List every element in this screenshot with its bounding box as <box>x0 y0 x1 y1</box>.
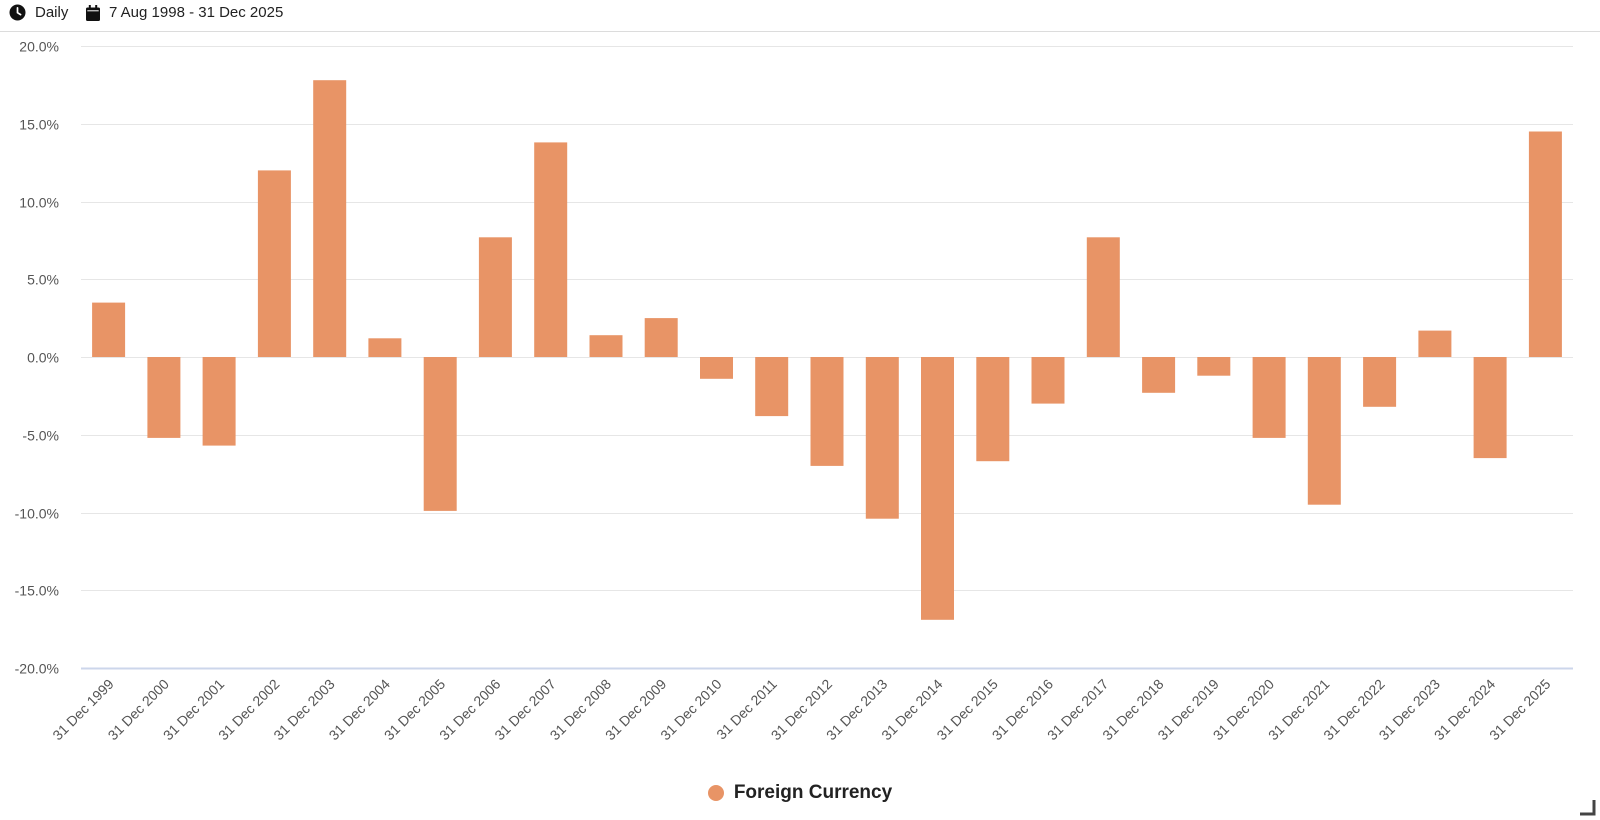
bar[interactable] <box>1086 237 1120 357</box>
bar[interactable] <box>644 318 678 357</box>
y-axis-labels: 20.0% 15.0% 10.0% 5.0% 0.0% -5.0% -10.0% -15.0%… <box>15 39 59 677</box>
chart-legend: Foreign Currency <box>0 778 1600 808</box>
legend-swatch <box>707 785 724 801</box>
bar[interactable] <box>589 335 623 357</box>
grid-lines <box>81 46 1573 591</box>
y-tick-label: -10.0% <box>15 506 59 522</box>
bar[interactable] <box>478 237 512 357</box>
bar[interactable] <box>810 357 844 466</box>
bar[interactable] <box>921 357 954 620</box>
bar-chart: 20.0% 15.0% 10.0% 5.0% 0.0% -5.0% -10.0% -15.0%… <box>15 39 1573 744</box>
y-tick-label: 20.0% <box>19 39 59 55</box>
y-tick-label: -5.0% <box>22 428 59 444</box>
bar[interactable] <box>1363 357 1397 407</box>
bar[interactable] <box>1528 131 1562 358</box>
bar[interactable] <box>700 357 733 379</box>
bar[interactable] <box>202 357 236 446</box>
bar[interactable] <box>1142 357 1176 393</box>
legend-label: Foreign Currency <box>733 782 893 803</box>
y-tick-label: 15.0% <box>19 117 59 133</box>
y-tick-label: -15.0% <box>15 583 59 599</box>
bar[interactable] <box>1418 330 1452 357</box>
bar[interactable] <box>313 80 347 357</box>
y-tick-label: -20.0% <box>15 661 59 677</box>
bar[interactable] <box>976 357 1010 462</box>
bar[interactable] <box>92 302 126 357</box>
bar[interactable] <box>1307 357 1341 505</box>
y-tick-label: 5.0% <box>27 272 59 288</box>
bar[interactable] <box>534 142 568 357</box>
resize-handle-icon[interactable] <box>1578 798 1596 816</box>
bar[interactable] <box>257 170 291 357</box>
bar[interactable] <box>1197 357 1231 376</box>
bars <box>92 80 1562 620</box>
date-range-selector[interactable]: 7 Aug 1998 - 31 Dec 2025 <box>86 4 283 21</box>
frequency-label: Daily <box>35 4 69 21</box>
date-range-label: 7 Aug 1998 - 31 Dec 2025 <box>109 4 284 21</box>
bar[interactable] <box>1473 357 1507 459</box>
bar[interactable] <box>147 357 181 438</box>
frequency-selector[interactable]: Daily <box>9 4 68 21</box>
chart-toolbar: Daily 7 Aug 1998 - 31 Dec 2025 <box>0 0 1600 32</box>
clock-icon <box>9 4 26 21</box>
legend-item-foreign-currency[interactable]: Foreign Currency <box>707 782 893 804</box>
bar[interactable] <box>755 357 789 417</box>
y-tick-label: 10.0% <box>19 195 59 211</box>
bar[interactable] <box>865 357 899 519</box>
bar[interactable] <box>1031 357 1065 404</box>
y-tick-label: 0.0% <box>27 350 59 366</box>
bar[interactable] <box>423 357 457 511</box>
calendar-icon <box>86 4 100 21</box>
bar[interactable] <box>368 338 402 357</box>
bar[interactable] <box>1252 357 1286 438</box>
